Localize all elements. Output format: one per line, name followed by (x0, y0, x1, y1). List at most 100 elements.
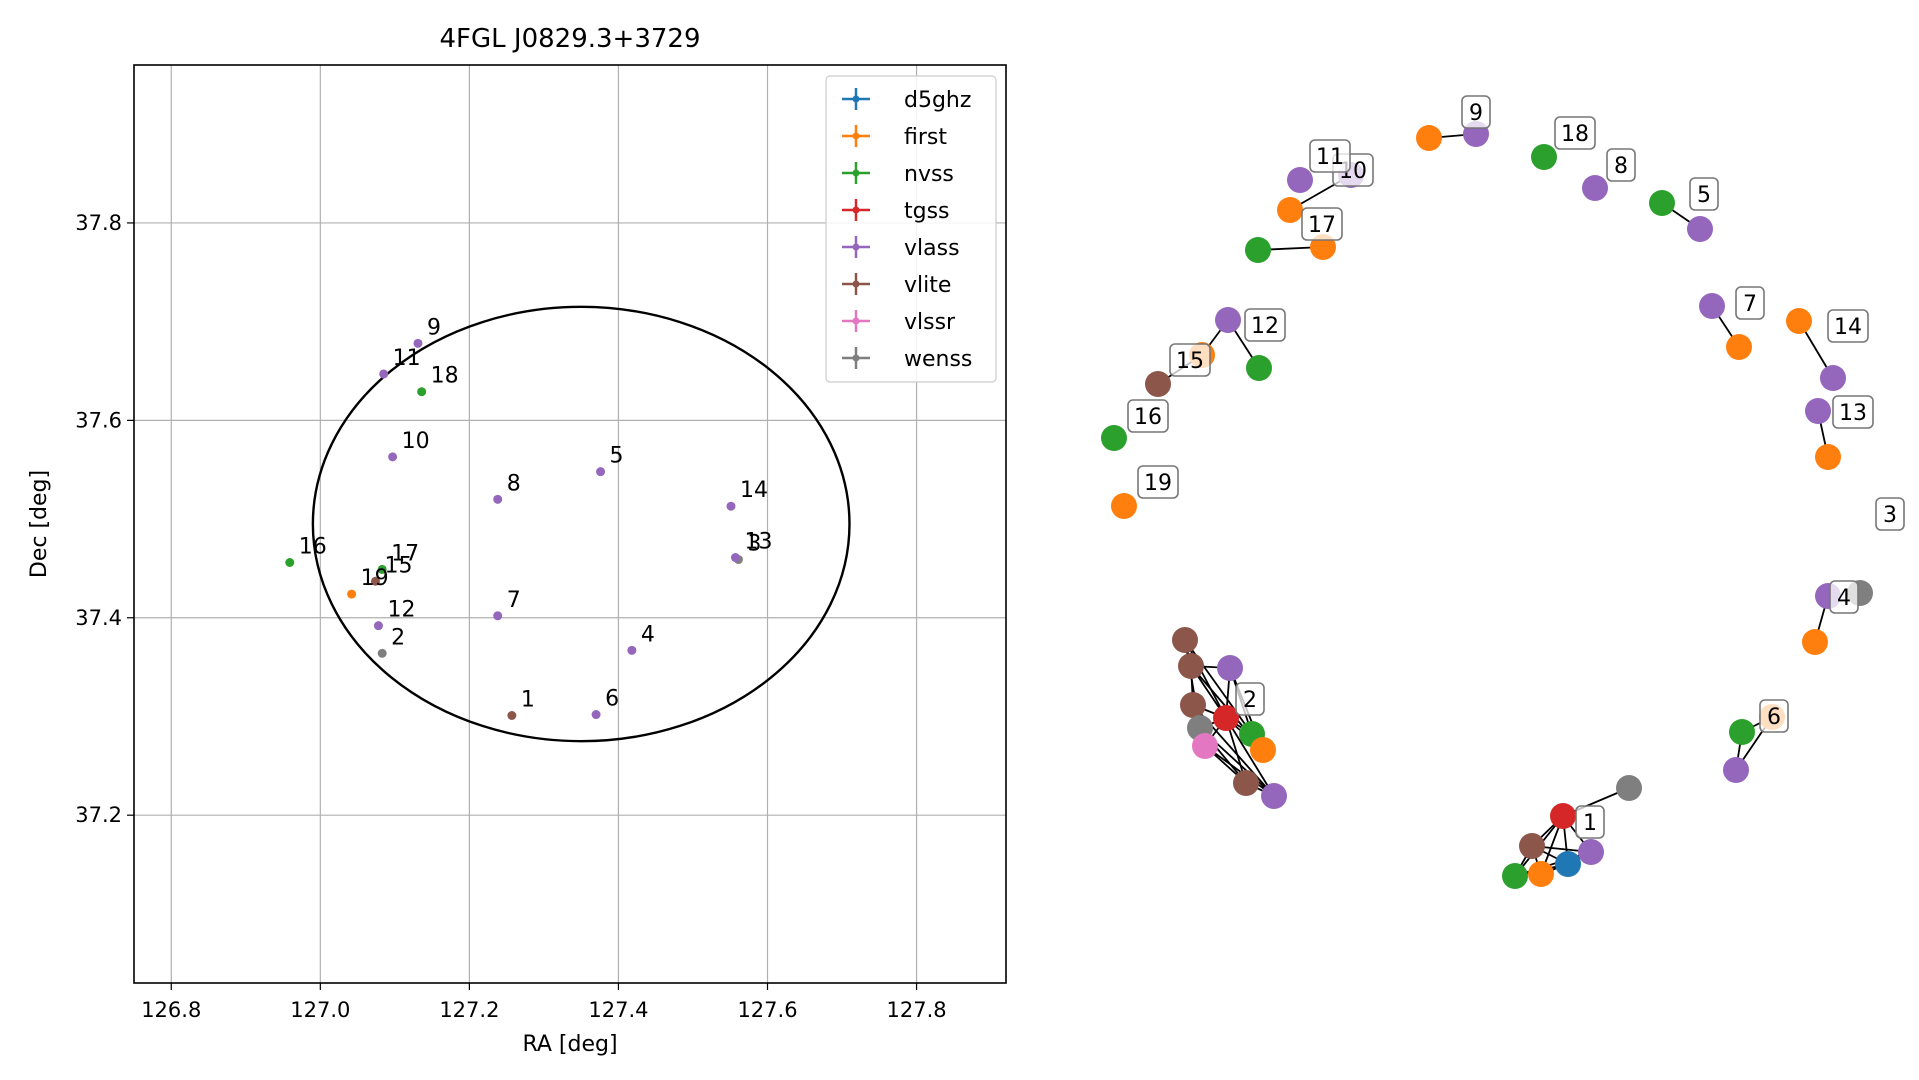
x-tick-label: 127.6 (737, 998, 797, 1022)
x-axis-label: RA [deg] (522, 1032, 617, 1057)
graph-label-box (1575, 805, 1605, 839)
graph-node (1528, 861, 1554, 887)
legend-entry: vlite (904, 273, 951, 298)
graph-label-box (1829, 580, 1859, 614)
x-tick-label: 127.8 (887, 998, 947, 1022)
legend-entry: first (904, 125, 947, 150)
graph-label-text: 3 (1883, 503, 1897, 528)
graph-edge (1204, 745, 1275, 797)
graph-node (1726, 334, 1752, 360)
graph-node-label: 4 (1829, 580, 1859, 614)
graph-label-box (1875, 497, 1905, 531)
legend-marker-dot (852, 280, 860, 288)
graph-label-text: 13 (1839, 401, 1867, 426)
scatter-point (285, 557, 295, 567)
graph-node-label: 2 (1235, 682, 1265, 716)
graph-node (1578, 839, 1604, 865)
graph-node (1217, 655, 1243, 681)
graph-label-text: 12 (1251, 314, 1279, 339)
graph-label-box (1832, 395, 1874, 429)
scatter-point-label: 2 (391, 625, 405, 650)
graph-node (1519, 833, 1545, 859)
graph-node (1531, 144, 1557, 170)
graph-node-label: 13 (1832, 395, 1874, 429)
graph-node-label: 19 (1137, 465, 1179, 499)
graph-label-box (1827, 309, 1869, 343)
legend-marker-dot (852, 169, 860, 177)
scatter-point-label: 14 (740, 478, 768, 503)
graph-node (1180, 692, 1206, 718)
graph-label-text: 18 (1561, 122, 1589, 147)
scatter-axes-frame (133, 64, 1007, 984)
graph-node (1261, 783, 1287, 809)
legend-marker-dot (852, 317, 860, 325)
scatter-point (373, 621, 383, 631)
graph-node (1250, 737, 1276, 763)
scatter-point (370, 576, 380, 586)
graph-node (1805, 398, 1831, 424)
scatter-point-label: 9 (427, 315, 441, 340)
graph-node-label: 16 (1127, 399, 1169, 433)
x-tick-label: 127.2 (439, 998, 499, 1022)
x-tick-label: 127.0 (290, 998, 350, 1022)
y-tick-label: 37.8 (75, 211, 122, 235)
graph-label-box (1301, 207, 1343, 241)
scatter-point (413, 338, 423, 348)
scatter-point-label: 6 (605, 687, 619, 712)
scatter-points (285, 338, 743, 720)
graph-node-label: 8 (1606, 148, 1636, 182)
graph-label-box (1235, 682, 1265, 716)
graph-label-text: 4 (1837, 586, 1851, 611)
graph-node (1101, 425, 1127, 451)
graph-label-box (1309, 139, 1351, 173)
graph-label-text: 17 (1308, 213, 1336, 238)
graph-node (1815, 444, 1841, 470)
graph-label-text: 9 (1469, 101, 1483, 126)
graph-node (1192, 733, 1218, 759)
scatter-point-label: 7 (507, 588, 521, 613)
legend-entry: vlass (904, 236, 960, 261)
graph-label-text: 5 (1697, 183, 1711, 208)
scatter-point-label: 11 (393, 346, 421, 371)
scatter-point (493, 494, 503, 504)
graph-label-text: 2 (1243, 688, 1257, 713)
graph-node (1111, 493, 1137, 519)
graph-node (1687, 216, 1713, 242)
scatter-point-label: 8 (507, 471, 521, 496)
scatter-point-label: 1 (521, 687, 535, 712)
graph-node (1213, 705, 1239, 731)
scatter-point (347, 589, 357, 599)
legend-box (825, 75, 997, 383)
graph-node (1555, 851, 1581, 877)
graph-node-label: 3 (1875, 497, 1905, 531)
scatter-title: 4FGL J0829.3+3729 (440, 24, 701, 54)
graph-node-label: 7 (1735, 286, 1765, 320)
graph-node (1723, 757, 1749, 783)
graph-node (1287, 167, 1313, 193)
graph-node (1649, 190, 1675, 216)
graph-label-text: 11 (1316, 145, 1344, 170)
graph-node (1172, 627, 1198, 653)
scatter-point-label: 4 (641, 622, 655, 647)
graph-node (1582, 175, 1608, 201)
graph-label-box (1554, 116, 1596, 150)
graph-node-label: 9 (1461, 95, 1491, 129)
graph-node (1416, 125, 1442, 151)
graph-node (1729, 719, 1755, 745)
legend-marker-dot (852, 354, 860, 362)
scatter-point (388, 452, 398, 462)
scatter-point (730, 553, 740, 563)
graph-node-label: 15 (1169, 343, 1211, 377)
graph-label-box (1461, 95, 1491, 129)
graph-node (1178, 653, 1204, 679)
graph-node (1277, 197, 1303, 223)
scatter-point (596, 467, 606, 477)
localization-ellipse-shape (311, 305, 851, 743)
legend-marker-dot (852, 95, 860, 103)
graph-node (1550, 803, 1576, 829)
scatter-point (379, 369, 389, 379)
graph-label-box (1606, 148, 1636, 182)
graph-node-label: 17 (1301, 207, 1343, 241)
